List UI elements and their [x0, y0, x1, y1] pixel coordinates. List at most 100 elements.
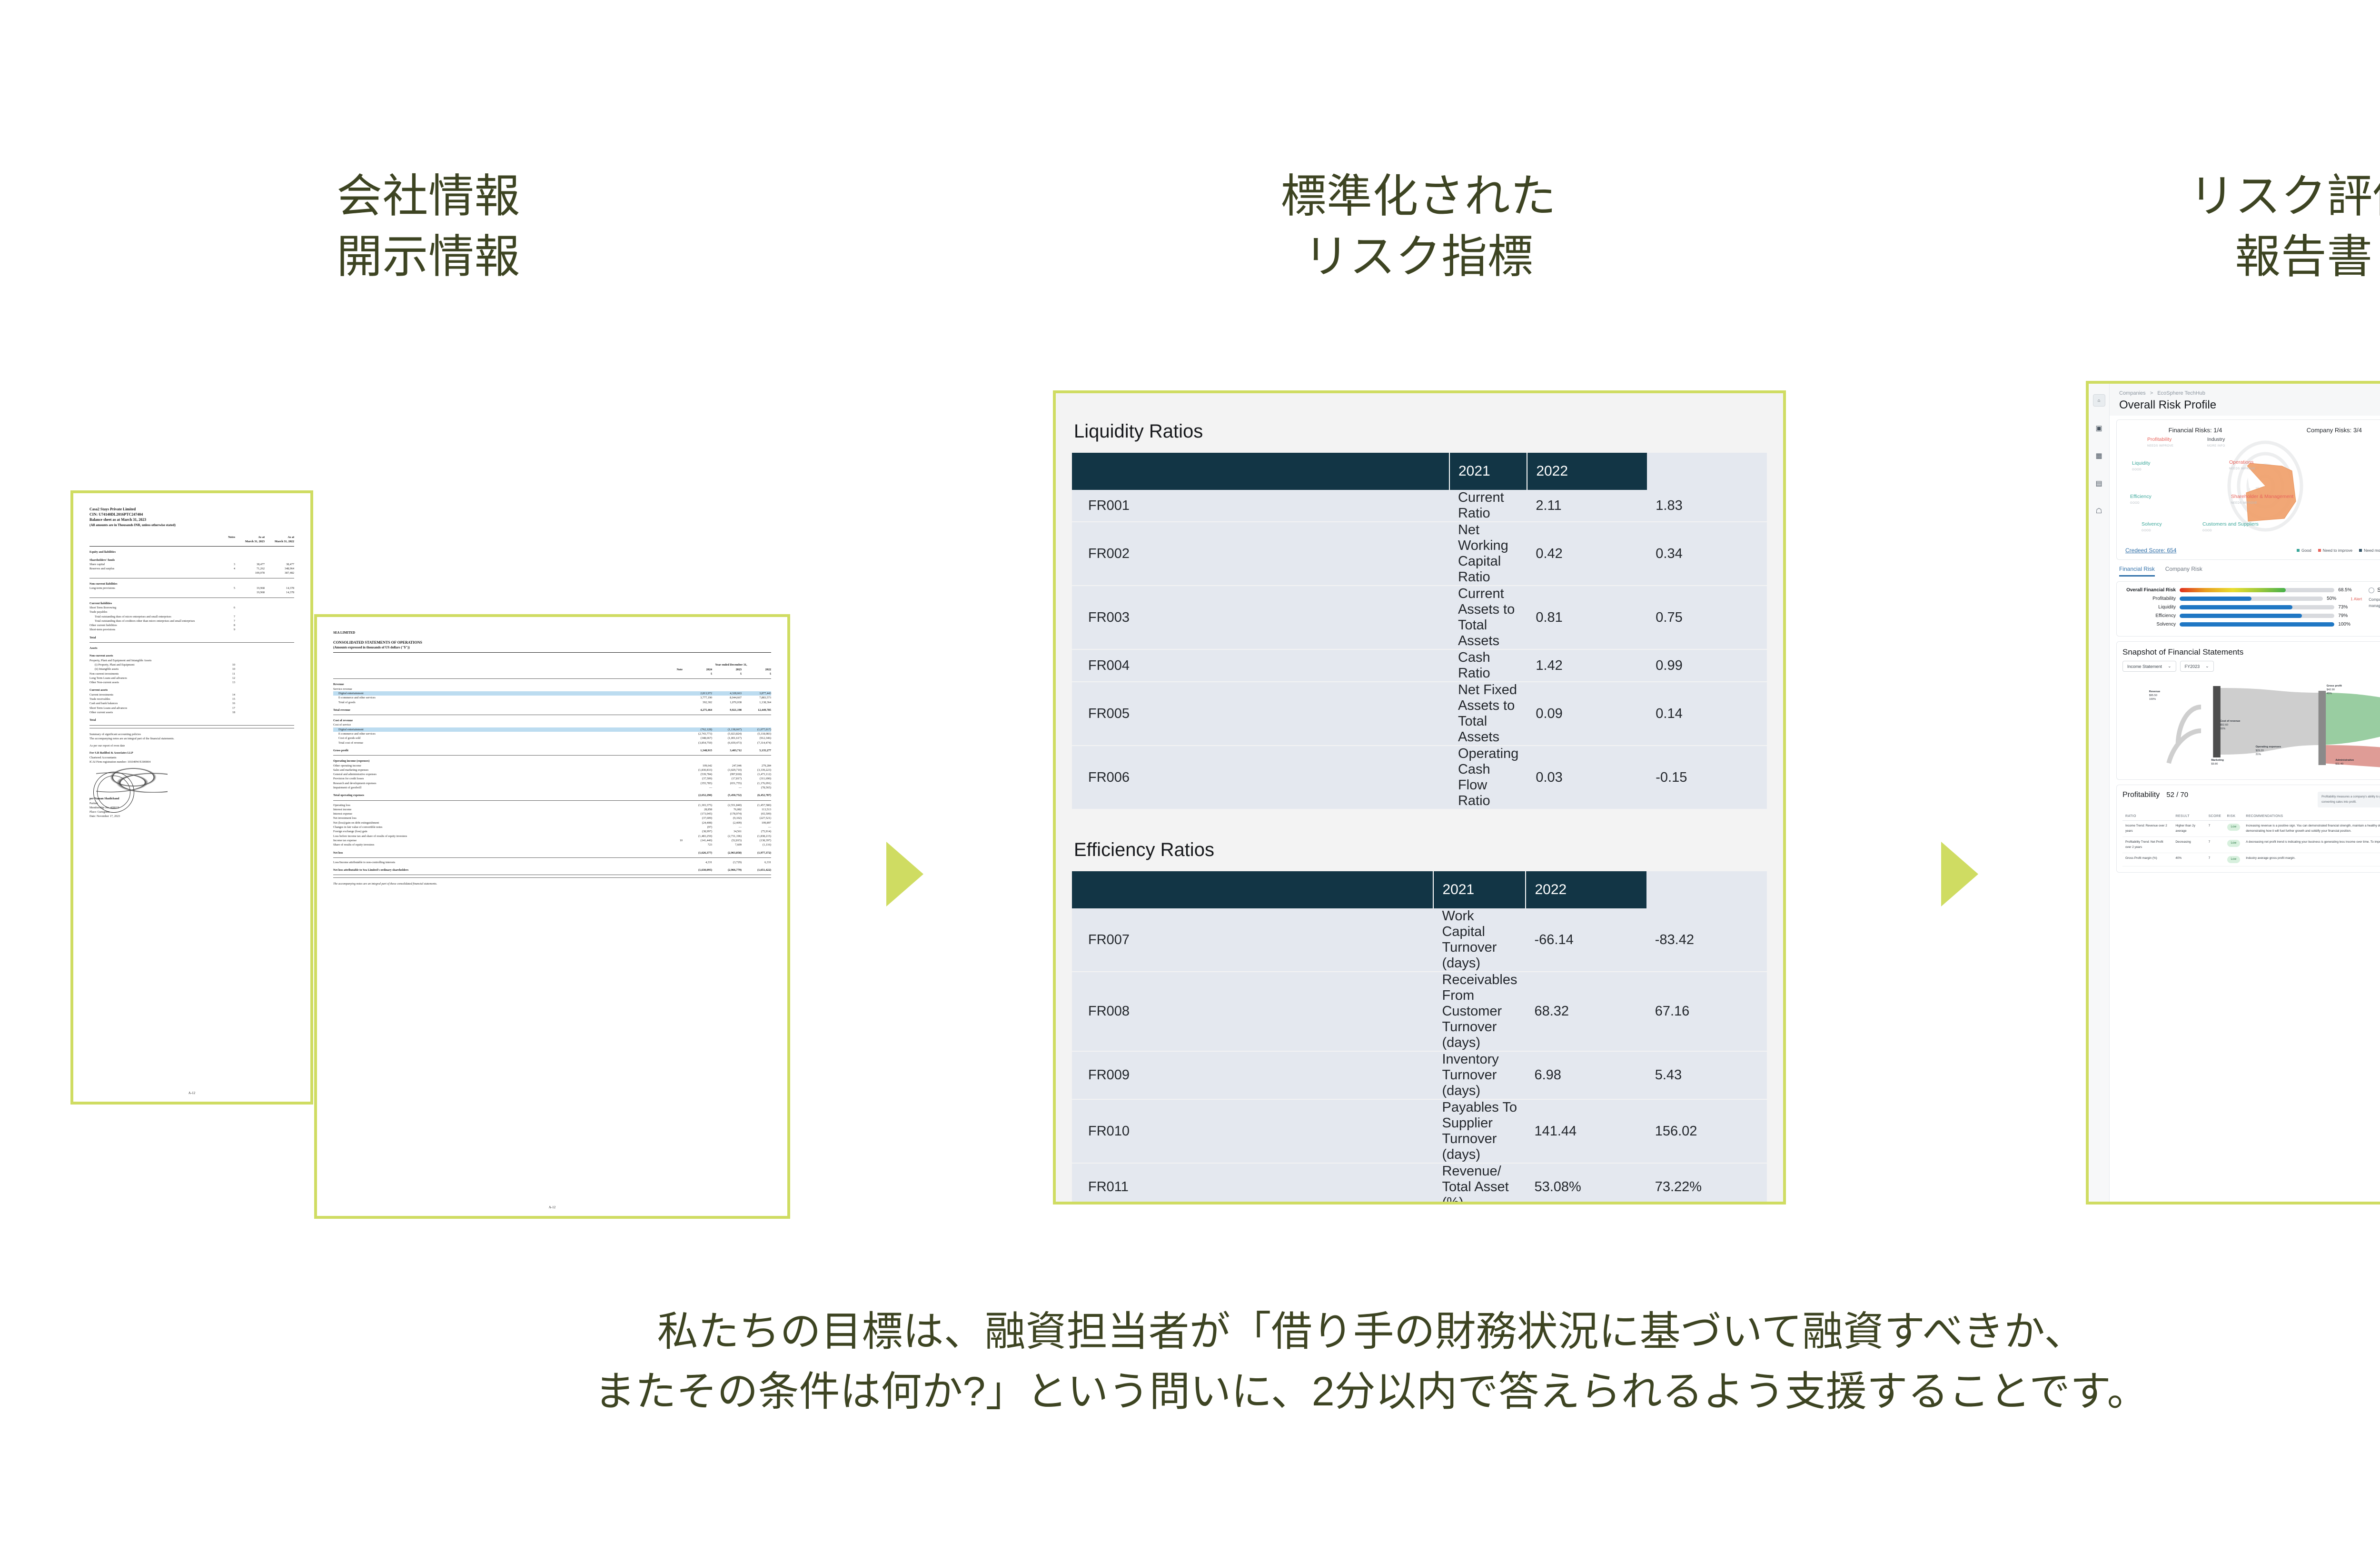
doc-line-note: 18: [232, 710, 235, 714]
doc-line-value-1: [239, 601, 265, 606]
ops-line-value-1: (997,818): [730, 773, 742, 776]
signature-block: per Naman Shadichand Partner Membership …: [89, 767, 294, 825]
doc-line-value-1: 19,968: [256, 591, 265, 595]
ops-line-item: Digital entertainment (762,128) (1,138,667…: [333, 727, 771, 732]
profitability-col-header: RESULT: [2172, 812, 2206, 821]
doc-line-note: [227, 571, 235, 575]
doc-line-note: 7: [233, 615, 235, 618]
doc-line-value-1: [239, 615, 265, 619]
doc-line-value-2: 14,378: [286, 587, 294, 590]
sankey-node-label: Administrative $11.40: [2335, 759, 2354, 766]
ops-line-value-1: [716, 759, 742, 763]
ops-line-note: [674, 829, 683, 834]
doc-line-value-2: [268, 701, 294, 706]
ops-line-item: Research and development expenses (355,78…: [333, 781, 771, 786]
auditor-stamp-icon: [93, 772, 134, 813]
ops-line-value-2: 199,897: [761, 821, 771, 825]
breadcrumb: Companies > EcoSphere TechHub: [2119, 390, 2380, 396]
ops-line-value-1: (5,450,752): [728, 794, 742, 797]
ratio-code: FR010: [1072, 1099, 1434, 1164]
ops-line-value-2: (7,314,474): [757, 741, 771, 745]
ops-line-note: [674, 843, 683, 847]
table-row: FR001 Current Ratio 2.11 1.83: [1072, 490, 1767, 522]
doc-line-item: Total: [89, 636, 294, 640]
ratio-code: FR008: [1072, 972, 1434, 1052]
profitability-score: 52 / 70: [2166, 791, 2189, 799]
document-icon[interactable]: ▣: [2095, 424, 2102, 432]
ops-line-value-0: 4,331: [705, 860, 712, 864]
ops-line-value-0: 3,777,190: [700, 696, 712, 700]
credeed-score-link[interactable]: Credeed Score: 654: [2125, 547, 2177, 554]
building-icon[interactable]: ▤: [2095, 479, 2102, 488]
doc-line-value-2: [268, 697, 294, 701]
breadcrumb-root[interactable]: Companies: [2119, 390, 2146, 396]
doc-line-value-1: [239, 676, 265, 680]
ops-line-note: [674, 687, 683, 691]
financial-risk-card: Overall Financial Risk 68.5% Profitability…: [2116, 581, 2380, 637]
ops-line-value-1: 7,609: [735, 843, 742, 847]
doc-line-item: Long Term Loans and advances 12: [89, 676, 294, 680]
ops-line-item: E-commerce and other services (2,743,773)…: [333, 732, 771, 736]
ops-line-note: [674, 700, 683, 705]
prof-score: 7: [2205, 820, 2224, 837]
risk-radar-card: Financial Risks: 1/4 Company Risks: 3/4: [2116, 419, 2380, 560]
ops-line-value-0: (1,303,375): [698, 803, 712, 807]
tab-financial-risk[interactable]: Financial Risk: [2119, 566, 2155, 577]
ops-line-label: Operating income (expenses): [333, 759, 370, 763]
ratio-name: Revenue/ Total Asset (%): [1433, 1163, 1526, 1202]
ops-line-label: Digital entertainment: [338, 727, 364, 731]
chart-icon[interactable]: ▦: [2095, 451, 2102, 460]
standardized-ratio-report[interactable]: Liquidity Ratios 2021 2022 FR001 Current Rat…: [1053, 390, 1786, 1205]
document-balance-sheet[interactable]: Casa2 Stays Private Limited CIN: U74140D…: [70, 490, 313, 1105]
ops-line-value-0: 28,858: [704, 807, 712, 811]
ops-line-label: Net investment loss: [333, 816, 357, 820]
ops-line-value-1: 76,082: [733, 807, 742, 811]
doc-line-note: [227, 550, 235, 554]
ops-line-value-0: (2,743,773): [698, 732, 712, 736]
doc-line-value-2: [268, 550, 294, 554]
doc-divider: [89, 597, 294, 598]
bar-label: Efficiency: [2155, 613, 2176, 618]
signer-role: Partner: [89, 801, 98, 805]
risk-assessment-dashboard[interactable]: ⌂ ▣ ▦ ▤ ☖ Companies > EcoSphere TechHub …: [2086, 381, 2380, 1205]
ratio-name: Current Assets to Total Assets: [1449, 586, 1527, 650]
document-operations-statement[interactable]: SEA LIMITED CONSOLIDATED STATEMENTS OF O…: [314, 614, 790, 1219]
period-select[interactable]: FY2023 ⌄: [2180, 661, 2214, 672]
doc-line-value-1: 19,968: [256, 587, 265, 590]
tab-company-risk[interactable]: Company Risk: [2165, 566, 2202, 572]
ratio-code: FR001: [1072, 490, 1449, 522]
home-icon[interactable]: ⌂: [2092, 394, 2105, 407]
ops-line-item: Gross profit 1,348,915 3,403,712 5,135,277: [333, 748, 771, 753]
ratio-value-2021: 6.98: [1526, 1051, 1646, 1100]
doc-line-value-2: [268, 710, 294, 715]
ops-line-value-0: (348,667): [700, 737, 712, 740]
ops-line-value-2: (1,838,215): [757, 834, 771, 838]
sankey-node-label: Marketing $9.80: [2211, 759, 2224, 766]
bar-alert[interactable]: 1 Alert: [2350, 596, 2362, 601]
medal-icon: [2369, 587, 2375, 593]
ratio-col-header: 2021: [1433, 871, 1526, 908]
ops-line-note: [674, 793, 683, 797]
doc-line-item: Current investments 14: [89, 693, 294, 697]
ops-line-item: Sales and marketing expenses (1,830,833) (…: [333, 768, 771, 772]
ops-divider: [333, 755, 771, 756]
doc-line-label: (i) Property, Plant and Equipment: [95, 663, 135, 667]
ratio-value-2022: -83.42: [1646, 908, 1767, 972]
ops-cur-0: $: [710, 672, 712, 676]
ops-line-item: Digital entertainment 2,813,972 4,328,663 3…: [333, 691, 771, 696]
chevron-down-icon: ⌄: [2168, 664, 2172, 668]
profitability-col-header: SCORE: [2205, 812, 2224, 821]
doc-line-value-2: [268, 582, 294, 586]
statement-type-select[interactable]: Income Statement ⌄: [2122, 661, 2176, 672]
prof-recommendation: Industry average gross profit margin.: [2243, 853, 2380, 866]
doc-line-value-2: [268, 672, 294, 676]
doc-line-label: Total: [89, 636, 96, 639]
risk-counts: Financial Risks: 1/4 Company Risks: 3/4: [2121, 425, 2380, 435]
ops-line-value-2: [745, 759, 771, 763]
doc-line-label: Non-current liabilities: [89, 582, 118, 586]
user-icon[interactable]: ☖: [2095, 507, 2102, 515]
profitability-col-header: RECOMMENDATIONS: [2243, 812, 2380, 821]
ops-line-label: Digital entertainment: [338, 691, 364, 695]
ops-line-value-0: [686, 718, 712, 723]
ops-group-header: Year ended December 31,: [333, 663, 771, 667]
